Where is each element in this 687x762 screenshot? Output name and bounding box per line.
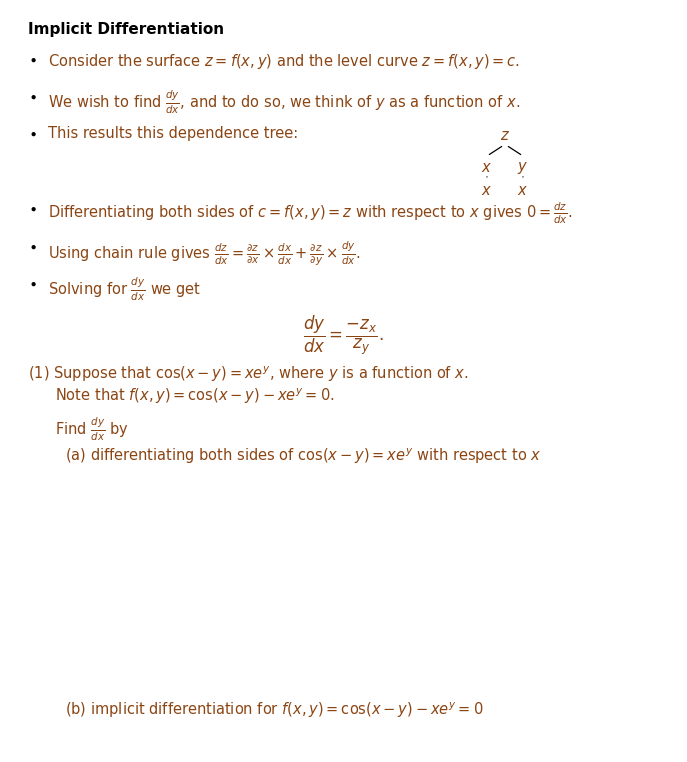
- Text: Note that $f(x, y) = \cos(x - y) - xe^y = 0.$: Note that $f(x, y) = \cos(x - y) - xe^y …: [55, 386, 335, 405]
- Text: Using chain rule gives $\frac{dz}{dx} = \frac{\partial z}{\partial x} \times \fr: Using chain rule gives $\frac{dz}{dx} = …: [48, 239, 361, 267]
- Text: (1) Suppose that $\cos(x - y) = xe^y$, where $y$ is a function of $x$.: (1) Suppose that $\cos(x - y) = xe^y$, w…: [28, 364, 469, 383]
- Text: Consider the surface $z = f(x, y)$ and the level curve $z = f(x, y) = c.$: Consider the surface $z = f(x, y)$ and t…: [48, 52, 520, 71]
- Text: We wish to find $\frac{dy}{dx}$, and to do so, we think of $y$ as a function of : We wish to find $\frac{dy}{dx}$, and to …: [48, 89, 520, 117]
- Text: Find $\frac{dy}{dx}$ by: Find $\frac{dy}{dx}$ by: [55, 416, 129, 443]
- Text: $\bullet$: $\bullet$: [28, 201, 36, 216]
- Text: $\dfrac{dy}{dx} = \dfrac{-z_x}{z_y}.$: $\dfrac{dy}{dx} = \dfrac{-z_x}{z_y}.$: [303, 314, 384, 357]
- Text: (b) implicit differentiation for $f(x, y) = \cos(x - y) - xe^y = 0$: (b) implicit differentiation for $f(x, y…: [65, 700, 484, 719]
- Text: $z$: $z$: [500, 128, 510, 143]
- Text: $x$: $x$: [482, 183, 493, 198]
- Text: Implicit Differentiation: Implicit Differentiation: [28, 22, 224, 37]
- Text: This results this dependence tree:: This results this dependence tree:: [48, 126, 298, 141]
- Text: $x$: $x$: [482, 160, 493, 175]
- Text: $\bullet$: $\bullet$: [28, 276, 36, 291]
- Text: Solving for $\frac{dy}{dx}$ we get: Solving for $\frac{dy}{dx}$ we get: [48, 276, 201, 303]
- Text: $\bullet$: $\bullet$: [28, 52, 36, 67]
- Text: (a) differentiating both sides of $\cos(x - y) = xe^y$ with respect to $x$: (a) differentiating both sides of $\cos(…: [65, 446, 541, 466]
- Text: Differentiating both sides of $c = f(x, y) = z$ with respect to $x$ gives $0 = \: Differentiating both sides of $c = f(x, …: [48, 201, 573, 226]
- Text: $\bullet$: $\bullet$: [28, 126, 36, 141]
- Text: $y$: $y$: [517, 160, 528, 176]
- Text: $x$: $x$: [517, 183, 528, 198]
- Text: $\bullet$: $\bullet$: [28, 239, 36, 254]
- Text: $\bullet$: $\bullet$: [28, 89, 36, 104]
